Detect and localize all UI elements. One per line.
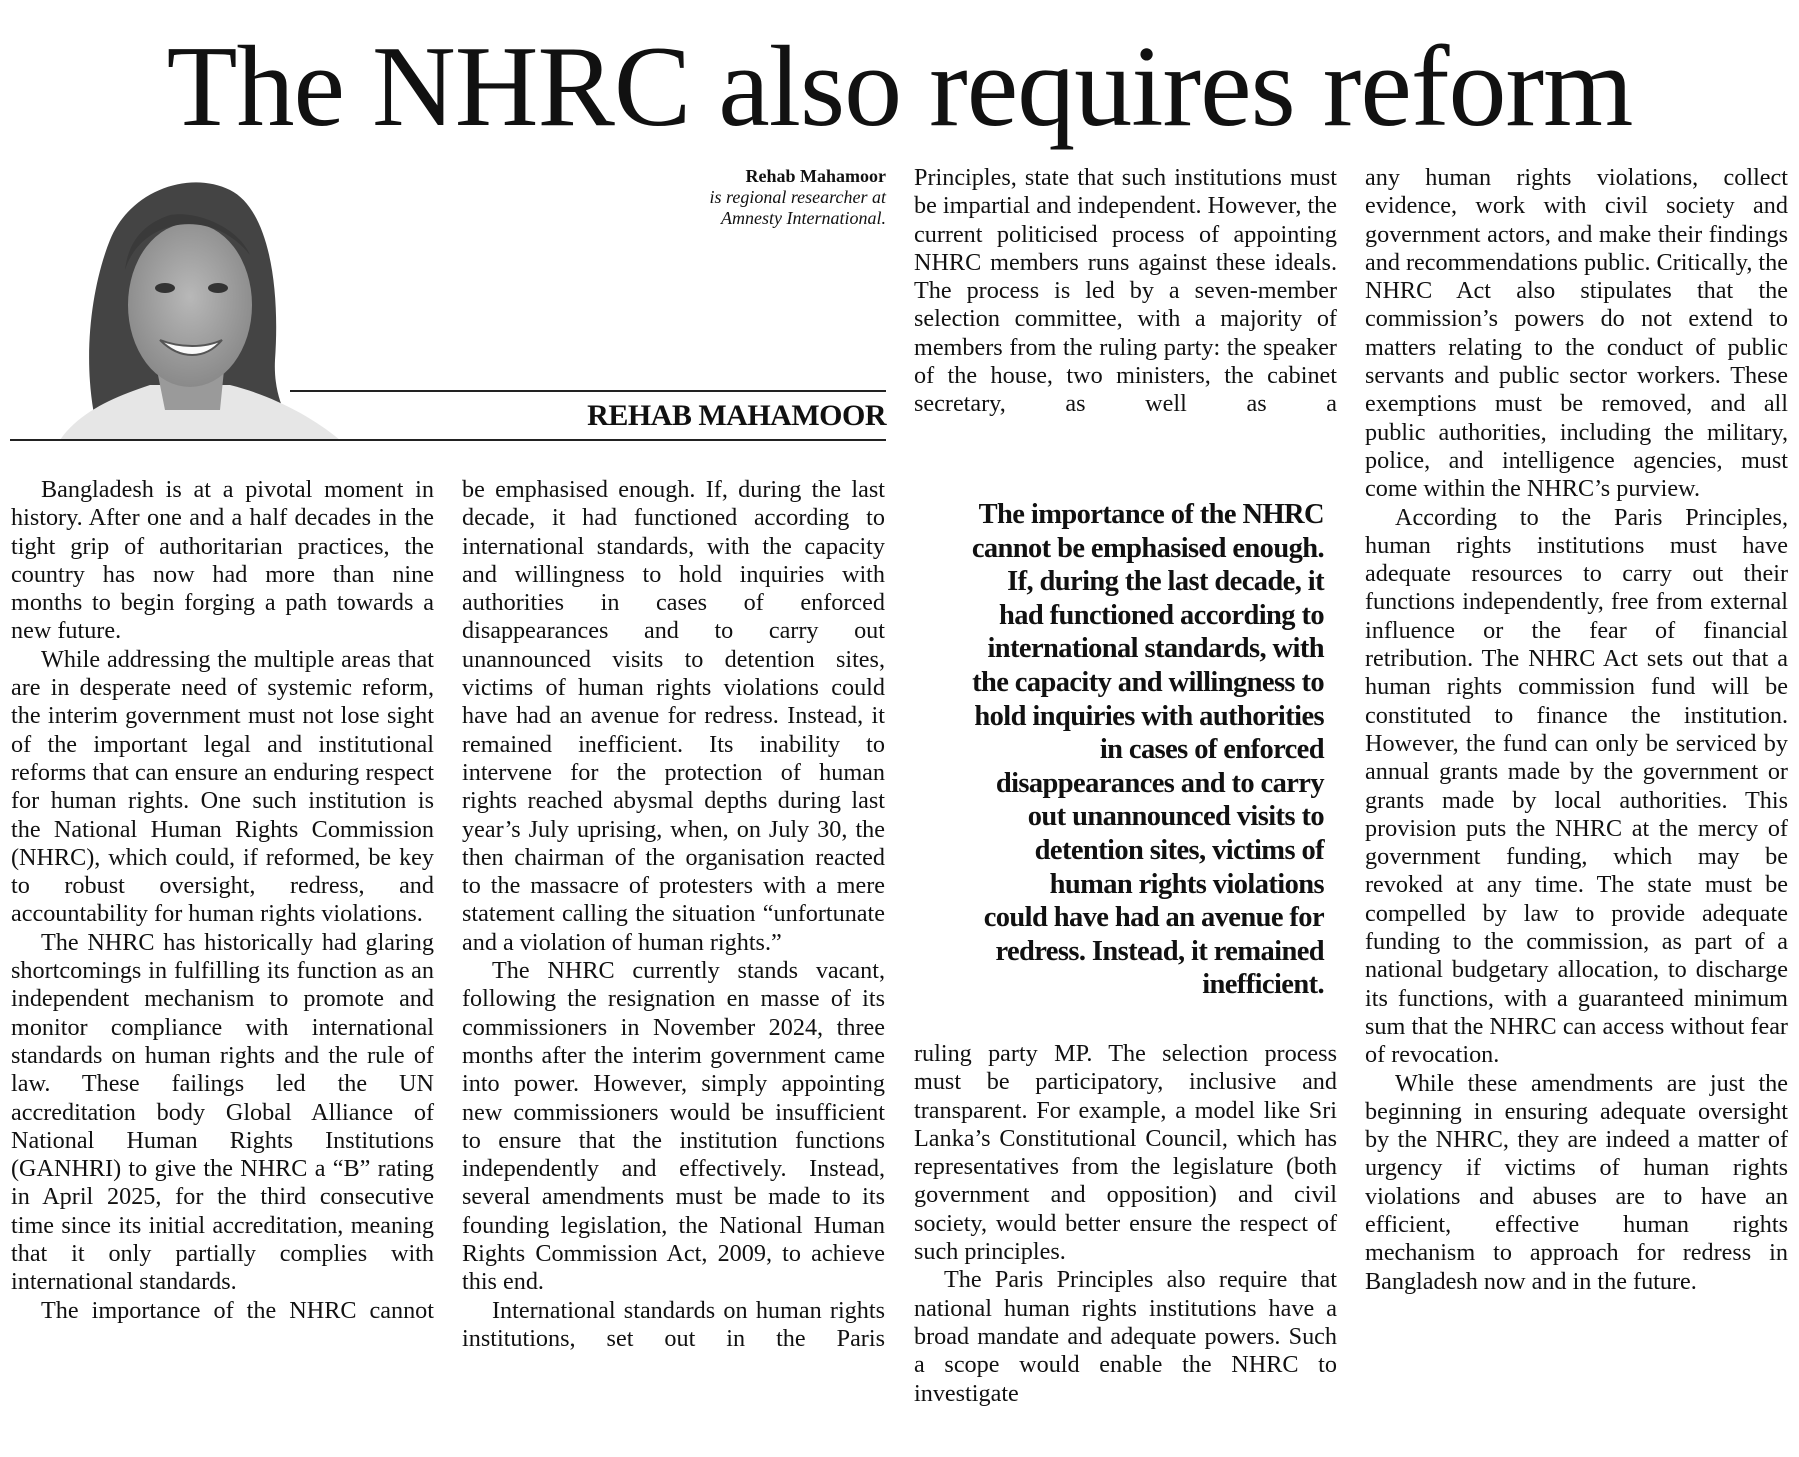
article-column-3-top: Principles, state that such institutions…: [914, 164, 1337, 419]
pull-quote-line: in cases of enforced: [1099, 734, 1325, 766]
article-column-2: be emphasised enough. If, during the las…: [462, 476, 885, 1353]
paragraph: The NHRC currently stands vacant, follow…: [462, 957, 885, 1296]
pull-quote-line: disappearances and to carry: [995, 767, 1325, 799]
pull-quote-line: hold inquiries with authorities: [974, 700, 1324, 732]
paragraph: any human rights violations, collect evi…: [1365, 164, 1788, 503]
article-column-4: any human rights violations, collect evi…: [1365, 164, 1788, 1296]
paragraph: The Paris Principles also require that n…: [914, 1266, 1337, 1407]
pull-quote-line: human rights violations: [1049, 868, 1325, 900]
pull-quote-line: the capacity and willingness to: [972, 666, 1325, 698]
divider: [10, 439, 886, 441]
paragraph: While addressing the multiple areas that…: [11, 645, 434, 928]
paragraph: Principles, state that such institutions…: [914, 164, 1337, 418]
article-column-1: Bangladesh is at a pivotal moment in his…: [11, 476, 434, 1325]
author-bio-line: Amnesty International.: [721, 208, 886, 228]
pull-quote-line: could have had an avenue for: [983, 902, 1325, 934]
paragraph: International standards on human rights …: [462, 1296, 885, 1352]
pull-quote: The importance of the NHRC cannot be emp…: [914, 498, 1325, 1002]
author-name: Rehab Mahamoor: [745, 166, 887, 186]
paragraph: While these amendments are just the begi…: [1365, 1069, 1788, 1295]
byline: REHAB MAHAMOOR: [587, 399, 886, 432]
pull-quote-line: detention sites, victims of: [1034, 834, 1325, 866]
divider: [290, 390, 886, 392]
paragraph: The importance of the NHRC cannot: [41, 1296, 434, 1324]
paragraph: ruling party MP. The selection process m…: [914, 1040, 1337, 1266]
author-bio-line: is regional researcher at: [709, 187, 886, 207]
paragraph: be emphasised enough. If, during the las…: [462, 476, 885, 956]
author-bio: Rehab Mahamoor is regional researcher at…: [710, 166, 886, 229]
pull-quote-line: cannot be emphasised enough.: [971, 532, 1325, 564]
pull-quote-line: had functioned according to: [998, 599, 1325, 631]
pull-quote-line: inefficient.: [1202, 969, 1324, 1001]
article-column-3-bottom: ruling party MP. The selection process m…: [914, 1040, 1337, 1408]
headline: The NHRC also requires reform: [166, 23, 1634, 151]
pull-quote-line: If, during the last decade, it: [1007, 566, 1324, 598]
paragraph: Bangladesh is at a pivotal moment in his…: [11, 476, 434, 645]
paragraph: The NHRC has historically had glaring sh…: [11, 928, 434, 1296]
paragraph: According to the Paris Principles, human…: [1365, 503, 1788, 1069]
author-photo: [60, 182, 340, 440]
pull-quote-line: The importance of the NHRC: [978, 499, 1325, 530]
pull-quote-line: out unannounced visits to: [1027, 801, 1325, 833]
pull-quote-line: international standards, with: [987, 633, 1324, 665]
pull-quote-line: redress. Instead, it remained: [995, 935, 1324, 967]
